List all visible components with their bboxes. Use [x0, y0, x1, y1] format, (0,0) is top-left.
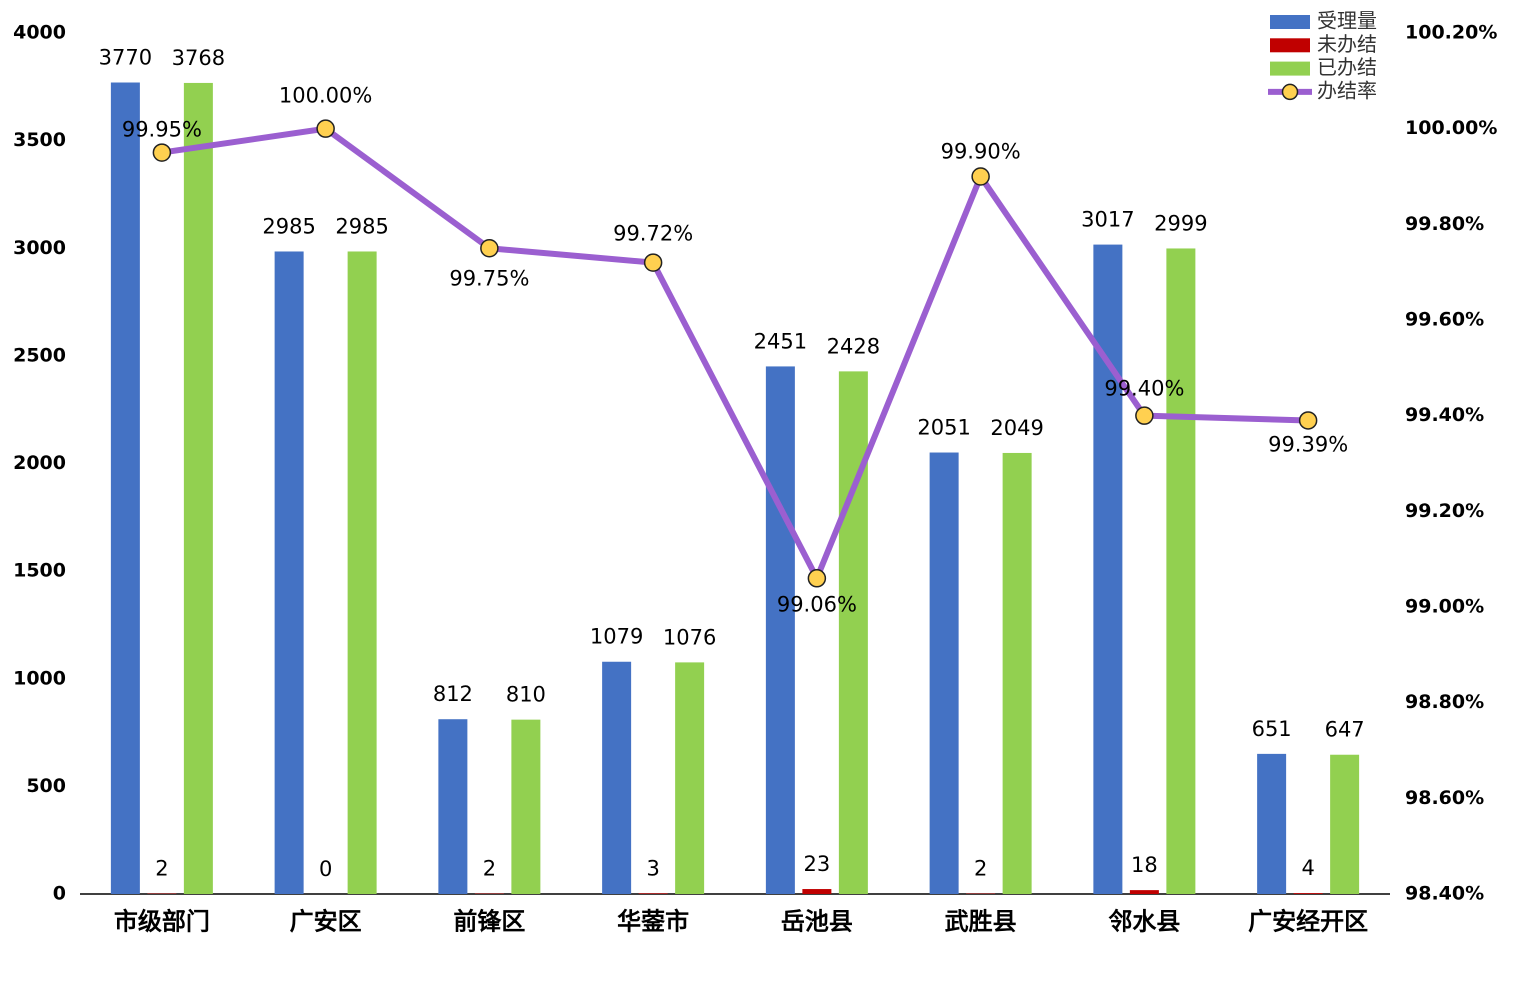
y-tick-label: 3500: [13, 129, 66, 151]
data-label: 99.72%: [613, 222, 693, 246]
legend-label: 已办结: [1317, 55, 1377, 79]
data-label: 2: [483, 857, 496, 881]
legend-label: 未办结: [1317, 32, 1377, 56]
bar: [183, 82, 213, 895]
x-tick-label: 华蓥市: [617, 907, 689, 936]
data-label: 2985: [335, 214, 388, 238]
bar: [602, 661, 632, 894]
line: [161, 125, 1309, 582]
legend-marker: [1281, 83, 1299, 101]
bar: [511, 719, 541, 894]
data-label: 3017: [1081, 208, 1134, 232]
data-label: 810: [506, 683, 546, 707]
data-label: 3: [646, 856, 659, 880]
bar: [1257, 753, 1287, 894]
data-label: 1076: [663, 625, 716, 649]
data-label: 99.75%: [449, 266, 529, 290]
data-label: 3770: [99, 46, 152, 70]
x-tick-label: 广安区: [290, 907, 362, 936]
legend-swatch: [1270, 15, 1310, 29]
bar: [638, 893, 668, 894]
data-label: 2: [974, 857, 987, 881]
data-label: 18: [1131, 853, 1158, 877]
bar: [1129, 890, 1159, 894]
marker: [316, 119, 335, 138]
y2-tick-label: 99.00%: [1405, 596, 1484, 618]
x-tick-label: 市级部门: [114, 907, 210, 936]
y-tick-label: 3000: [13, 237, 66, 259]
data-label: 2999: [1154, 211, 1207, 235]
bar: [1093, 244, 1123, 894]
bar: [1002, 452, 1032, 894]
x-tick-label: 广安经开区: [1248, 907, 1368, 936]
data-label: 0: [319, 857, 332, 881]
bar: [347, 251, 377, 894]
y2-tick-label: 99.80%: [1405, 213, 1484, 235]
data-label: 99.95%: [122, 118, 202, 142]
x-tick-label: 武胜县: [945, 907, 1017, 936]
x-tick-label: 前锋区: [453, 907, 525, 936]
y-tick-label: 4000: [13, 22, 66, 44]
y2-tick-label: 98.80%: [1405, 691, 1484, 713]
legend-label: 受理量: [1317, 9, 1377, 33]
legend-swatch: [1270, 61, 1310, 76]
y-tick-label: 1000: [13, 667, 66, 689]
y-tick-label: 500: [26, 775, 66, 797]
data-label: 2451: [754, 329, 807, 353]
data-label: 99.90%: [941, 140, 1021, 164]
data-label: 2428: [827, 334, 880, 358]
y-tick-label: 2500: [13, 344, 66, 366]
bar: [274, 251, 304, 894]
data-label: 651: [1252, 717, 1292, 741]
y-tick-label: 2000: [13, 452, 66, 474]
y2-tick-label: 100.20%: [1405, 22, 1497, 44]
data-label: 2985: [262, 214, 315, 238]
bar: [438, 719, 468, 894]
data-label: 99.06%: [777, 592, 857, 616]
marker: [643, 253, 663, 272]
bar: [110, 82, 140, 894]
data-label: 2049: [990, 416, 1043, 440]
marker: [971, 167, 990, 186]
data-label: 2051: [917, 416, 970, 440]
bar: [802, 889, 832, 894]
y2-tick-label: 100.00%: [1405, 117, 1497, 139]
y2-tick-label: 98.40%: [1405, 883, 1484, 905]
data-label: 4: [1301, 856, 1314, 880]
bar: [675, 662, 705, 894]
bar: [1166, 248, 1196, 894]
bar: [1330, 754, 1360, 894]
y2-tick-label: 98.60%: [1405, 787, 1484, 809]
data-label: 647: [1325, 718, 1365, 742]
y2-tick-label: 99.60%: [1405, 309, 1484, 331]
y-tick-label: 0: [53, 883, 66, 905]
data-label: 99.39%: [1268, 432, 1348, 456]
legend-label: 办结率: [1317, 78, 1377, 102]
marker: [807, 569, 827, 588]
data-label: 99.40%: [1104, 377, 1184, 401]
bar: [1293, 893, 1323, 894]
y2-tick-label: 99.40%: [1405, 404, 1484, 426]
marker: [1298, 411, 1318, 430]
data-label: 3768: [172, 46, 225, 70]
data-label: 100.00%: [279, 84, 372, 108]
y-tick-label: 1500: [13, 560, 66, 582]
marker: [480, 239, 499, 258]
bar: [838, 371, 868, 894]
marker: [152, 143, 172, 162]
legend-swatch: [1270, 38, 1310, 53]
data-label: 23: [804, 852, 831, 876]
y2-tick-label: 99.20%: [1405, 500, 1484, 522]
data-label: 2: [155, 857, 168, 881]
bar: [765, 366, 795, 894]
bar: [929, 452, 959, 894]
marker: [1135, 406, 1154, 425]
data-label: 1079: [590, 625, 643, 649]
x-tick-label: 邻水县: [1108, 907, 1180, 936]
x-tick-label: 岳池县: [781, 907, 853, 936]
data-label: 812: [433, 682, 473, 706]
